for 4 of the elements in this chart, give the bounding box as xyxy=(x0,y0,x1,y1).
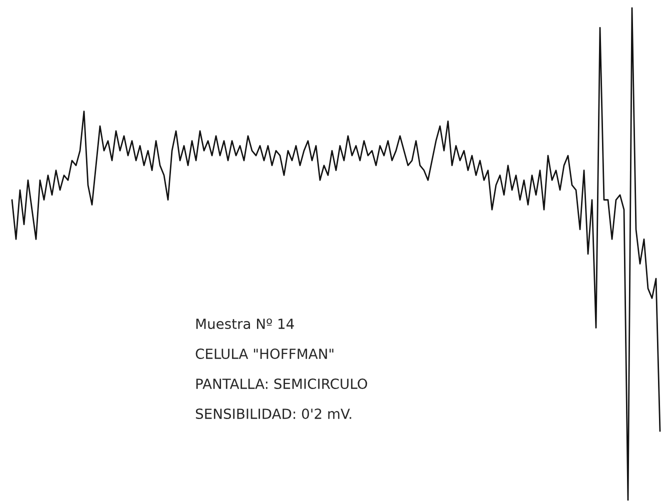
annotation: PANTALLA: SEMICIRCULO xyxy=(196,378,368,390)
annotation: Muestra Nº 14 xyxy=(196,318,294,330)
annotation: SENSIBILIDAD: 0'2 mV. xyxy=(196,408,352,420)
annotation: CELULA "HOFFMAN" xyxy=(196,348,334,360)
